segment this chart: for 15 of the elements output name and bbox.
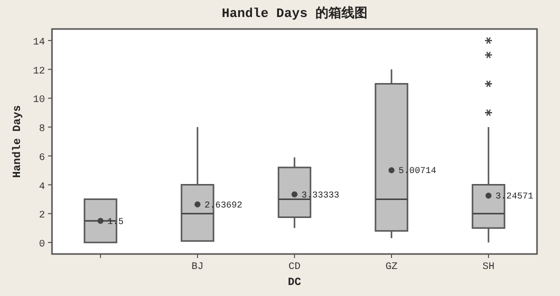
x-tick-label: BJ	[191, 262, 204, 273]
y-tick-label: 10	[32, 95, 45, 106]
x-tick-label: SH	[482, 262, 495, 273]
chart-title: Handle Days 的箱线图	[222, 6, 368, 21]
y-tick-label: 8	[38, 124, 45, 136]
y-tick-label: 2	[38, 210, 45, 222]
y-tick-label: 12	[32, 66, 45, 78]
x-tick-label: CD	[288, 262, 301, 273]
x-axis-title: DC	[288, 277, 302, 289]
y-tick-label: 6	[38, 152, 45, 164]
y-axis-title: Handle Days	[12, 105, 24, 178]
x-tick-label: GZ	[385, 262, 398, 273]
y-tick-label: 14	[32, 38, 45, 49]
y-tick-label: 0	[38, 239, 45, 250]
y-tick-label: 4	[38, 182, 45, 193]
